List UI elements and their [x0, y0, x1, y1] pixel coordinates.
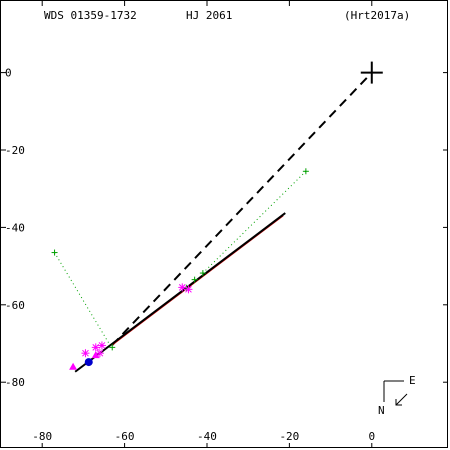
x-tick-label: -60 [115, 430, 135, 443]
star-point [184, 285, 193, 294]
star-point [91, 343, 100, 352]
triangle-point [91, 351, 100, 359]
wds-designation: WDS 01359-1732 [44, 9, 137, 22]
plus-point [109, 344, 116, 351]
orbit-line [74, 212, 286, 373]
current-position-dot [84, 358, 93, 367]
orbit-reference: (Hrt2017a) [344, 9, 411, 22]
y-tick-label: 0 [5, 67, 12, 80]
compass-north-label: N [378, 404, 385, 417]
star-name: HJ 2061 [186, 9, 233, 22]
motion-arrow-shaft [395, 393, 408, 406]
motion-arrow-head [395, 399, 402, 406]
x-tick-label: -40 [197, 430, 217, 443]
plus-point [302, 168, 309, 175]
orbit-layer [54, 61, 383, 373]
star-point [81, 349, 90, 358]
x-tick-label: 0 [368, 430, 375, 443]
y-tick-label: -20 [5, 144, 25, 157]
y-tick-label: -60 [5, 299, 25, 312]
residual-line [54, 252, 111, 346]
plus-point [199, 270, 206, 277]
plus-point [191, 276, 198, 283]
x-tick-label: -20 [279, 430, 299, 443]
compass-east-label: E [409, 374, 416, 387]
observation-points [51, 168, 309, 370]
compass: E N [378, 374, 416, 417]
plus-point [51, 249, 58, 256]
residual-line [202, 170, 307, 274]
star-point [178, 283, 187, 292]
node-line [111, 71, 373, 346]
y-tick-label: -40 [5, 221, 25, 234]
triangle-point [69, 362, 78, 370]
x-tick-label: -80 [32, 430, 52, 443]
y-tick-label: -80 [5, 376, 25, 389]
star-point [97, 341, 106, 350]
